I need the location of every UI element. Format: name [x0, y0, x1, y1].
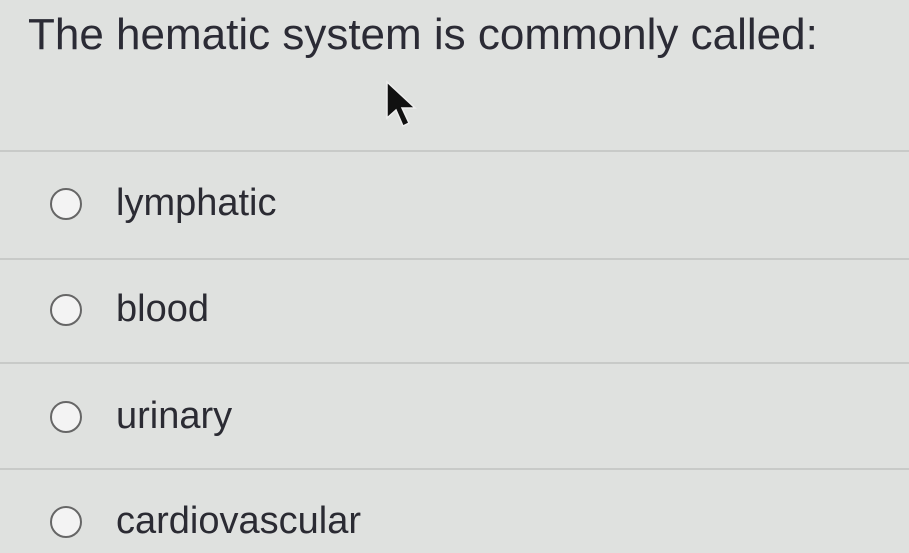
option-lymphatic[interactable]: lymphatic — [50, 182, 277, 225]
option-label: cardiovascular — [116, 500, 361, 542]
option-label: blood — [116, 288, 209, 330]
radio-button[interactable] — [50, 293, 82, 326]
divider — [0, 362, 909, 364]
radio-button[interactable] — [50, 400, 82, 433]
radio-button[interactable] — [50, 187, 82, 220]
option-urinary[interactable]: urinary — [50, 395, 232, 438]
option-label: urinary — [116, 395, 233, 437]
divider — [0, 468, 909, 470]
divider — [0, 150, 909, 152]
mouse-cursor-icon — [386, 80, 417, 128]
option-cardiovascular[interactable]: cardiovascular — [50, 500, 361, 543]
divider — [0, 258, 909, 260]
option-blood[interactable]: blood — [50, 288, 209, 331]
radio-button[interactable] — [50, 505, 82, 538]
question-text: The hematic system is commonly called: — [28, 10, 818, 59]
option-label: lymphatic — [116, 182, 277, 224]
